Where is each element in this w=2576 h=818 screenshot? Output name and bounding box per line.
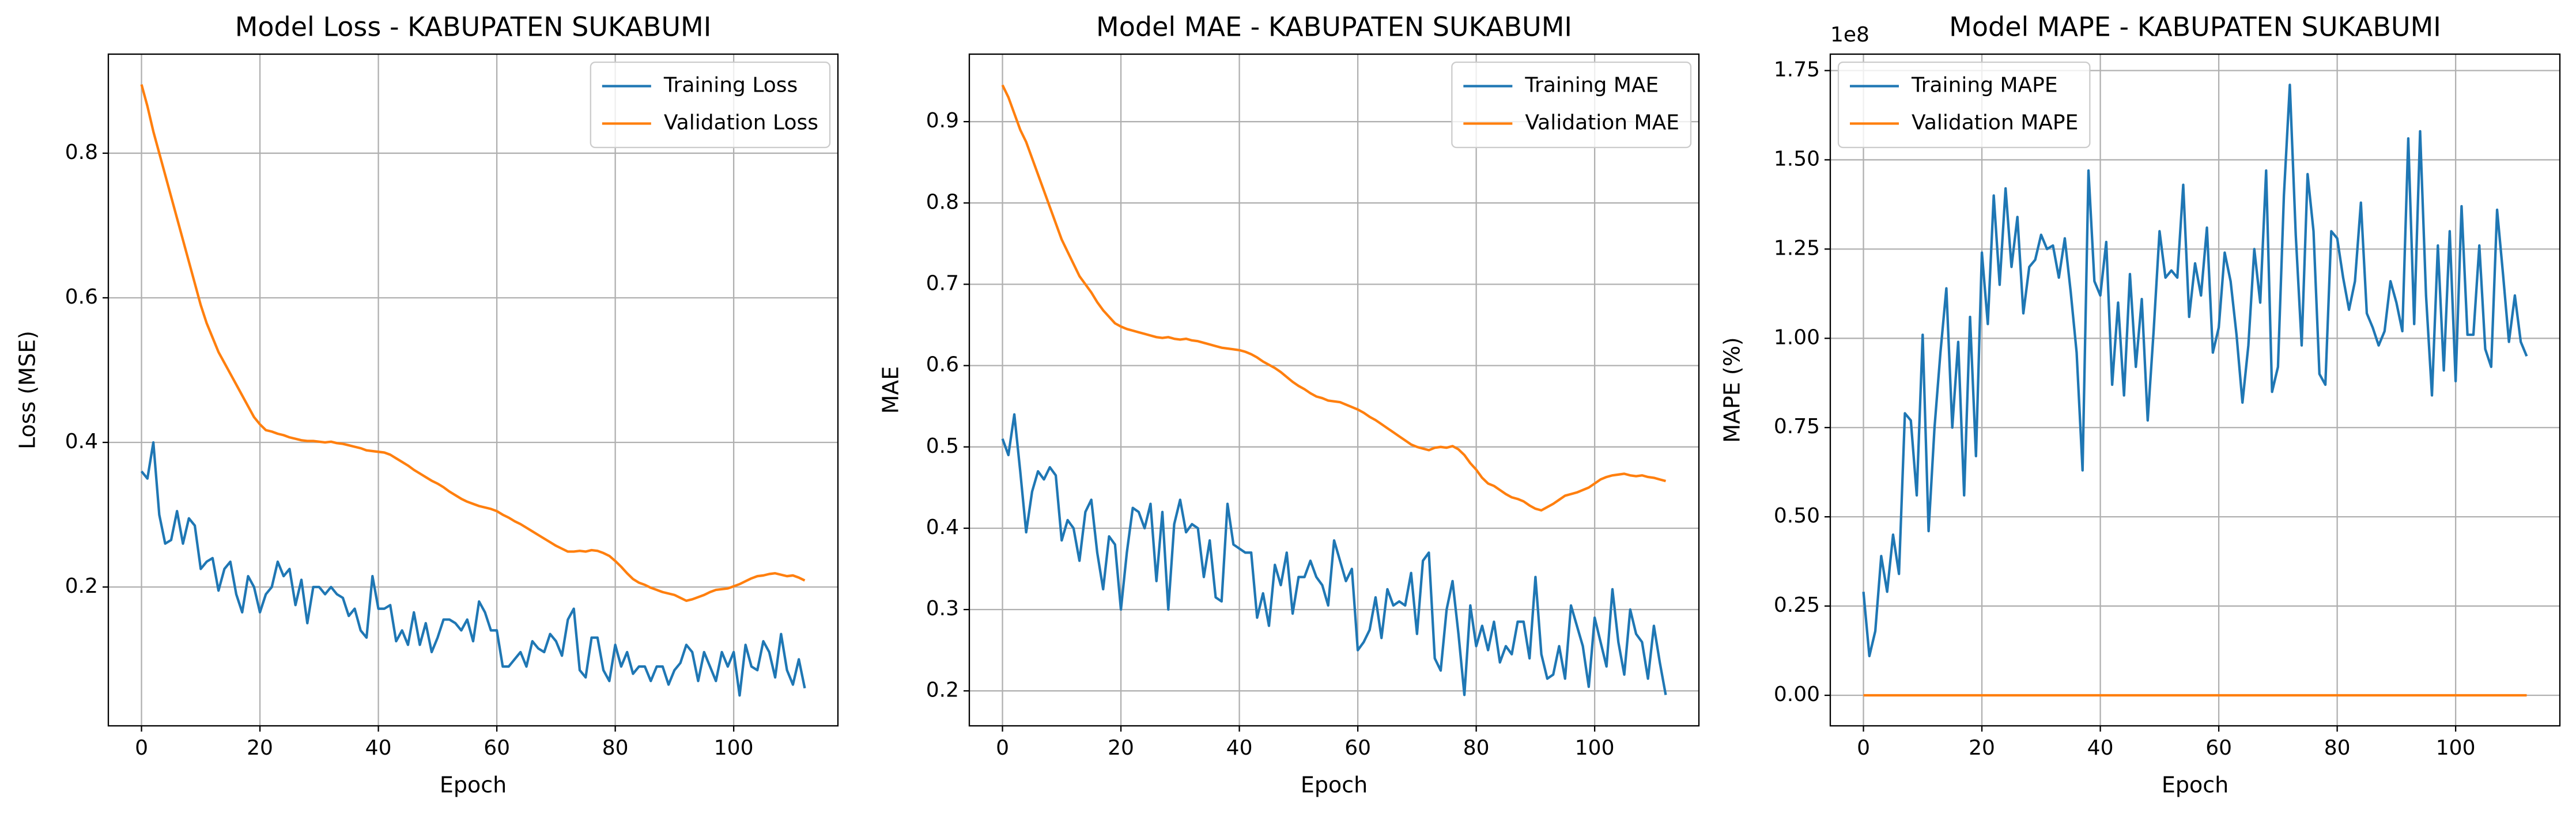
x-tick-label: 40 xyxy=(365,736,392,760)
y-offset-label: 1e8 xyxy=(1830,23,1869,47)
y-tick-label: 0.75 xyxy=(1774,415,1820,438)
x-tick-label: 100 xyxy=(2436,736,2476,760)
legend-label: Training MAPE xyxy=(1911,74,2058,97)
y-tick-label: 0.50 xyxy=(1774,504,1820,528)
legend: Training MAPE Validation MAPE xyxy=(1837,61,2091,149)
plot-area xyxy=(969,54,1699,726)
legend-box xyxy=(1451,61,1692,149)
y-tick-label: 1.25 xyxy=(1774,236,1820,260)
y-tick-label: 1.00 xyxy=(1774,325,1820,349)
y-tick-label: 0.9 xyxy=(926,109,959,132)
y-tick-label: 0.6 xyxy=(65,285,98,309)
x-tick-label: 100 xyxy=(714,736,754,760)
data-line xyxy=(1001,413,1667,696)
x-tick-label: 20 xyxy=(1108,736,1134,760)
y-tick-label: 1.75 xyxy=(1774,58,1820,82)
plot-frame xyxy=(107,53,839,727)
x-tick-label: 60 xyxy=(2205,736,2232,760)
y-tick-label: 0.4 xyxy=(926,516,959,539)
data-line xyxy=(1862,84,2528,657)
x-tick-label: 0 xyxy=(1857,736,1870,760)
y-axis-label: MAPE (%) xyxy=(1720,337,1745,443)
y-axis-label: Loss (MSE) xyxy=(15,331,40,449)
x-tick-label: 0 xyxy=(996,736,1009,760)
legend-box xyxy=(1837,61,2091,149)
plot-frame xyxy=(1829,53,2561,727)
legend-label: Training MAE xyxy=(1524,74,1659,97)
plot-area xyxy=(1830,54,2560,726)
y-tick-label: 0.25 xyxy=(1774,593,1820,617)
x-tick-label: 40 xyxy=(1226,736,1253,760)
chart-title: Model Loss - KABUPATEN SUKABUMI xyxy=(235,12,712,43)
x-tick-label: 20 xyxy=(247,736,273,760)
x-tick-label: 80 xyxy=(1463,736,1490,760)
plot-frame xyxy=(968,53,1700,727)
y-tick-label: 0.8 xyxy=(926,190,959,214)
legend-label: Training Loss xyxy=(663,74,798,97)
y-tick-label: 1.50 xyxy=(1774,147,1820,171)
y-tick-label: 0.3 xyxy=(926,597,959,620)
legend: Training Loss Validation Loss xyxy=(590,61,831,149)
legend-box xyxy=(590,61,831,149)
x-axis-label: Epoch xyxy=(2162,772,2228,798)
data-line xyxy=(140,84,806,603)
x-axis-label: Epoch xyxy=(440,772,507,798)
y-tick-label: 0.6 xyxy=(926,353,959,377)
x-tick-label: 80 xyxy=(602,736,629,760)
x-tick-label: 20 xyxy=(1969,736,1995,760)
x-tick-label: 100 xyxy=(1575,736,1615,760)
legend-label: Validation MAE xyxy=(1525,111,1679,135)
legend-label: Validation MAPE xyxy=(1912,111,2078,135)
x-tick-label: 60 xyxy=(484,736,510,760)
x-tick-label: 60 xyxy=(1344,736,1371,760)
y-tick-label: 0.5 xyxy=(926,434,959,458)
data-line xyxy=(140,441,806,697)
y-tick-label: 0.2 xyxy=(926,678,959,702)
chart-title: Model MAE - KABUPATEN SUKABUMI xyxy=(1096,12,1572,43)
legend: Training MAE Validation MAE xyxy=(1451,61,1692,149)
chart-title: Model MAPE - KABUPATEN SUKABUMI xyxy=(1949,12,2441,43)
y-tick-label: 0.7 xyxy=(926,271,959,295)
y-tick-label: 0.4 xyxy=(65,430,98,453)
y-axis-label: MAE xyxy=(878,366,904,414)
y-tick-label: 0.00 xyxy=(1774,683,1820,706)
x-axis-label: Epoch xyxy=(1301,772,1368,798)
x-tick-label: 40 xyxy=(2087,736,2114,760)
data-line xyxy=(1001,84,1667,512)
plot-area xyxy=(108,54,838,726)
y-tick-label: 0.8 xyxy=(65,141,98,164)
y-tick-label: 0.2 xyxy=(65,574,98,598)
legend-label: Validation Loss xyxy=(664,111,818,135)
x-tick-label: 0 xyxy=(135,736,148,760)
x-tick-label: 80 xyxy=(2324,736,2351,760)
